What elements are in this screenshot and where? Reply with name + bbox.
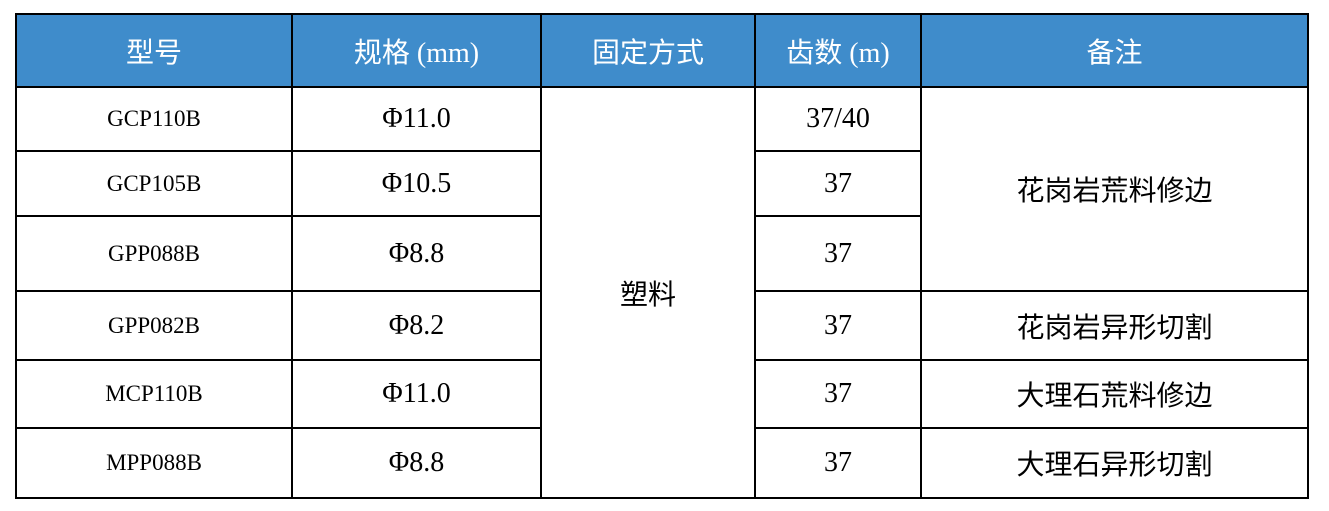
model-cell: GCP110B bbox=[15, 86, 293, 152]
teeth-cell: 37 bbox=[754, 290, 922, 361]
spec-cell: Φ11.0 bbox=[291, 359, 542, 429]
spec-cell: Φ8.2 bbox=[291, 290, 542, 361]
teeth-cell: 37 bbox=[754, 215, 922, 292]
product-table: 型号 规格 (mm) 固定方式 齿数 (m) 备注 GCP110B Φ11.0 … bbox=[15, 13, 1309, 499]
model-cell: MCP110B bbox=[15, 359, 293, 429]
table-row: MPP088B Φ8.8 37 大理石异形切割 bbox=[15, 427, 1309, 499]
teeth-cell: 37/40 bbox=[754, 86, 922, 152]
model-cell: GPP088B bbox=[15, 215, 293, 292]
table-row: MCP110B Φ11.0 37 大理石荒料修边 bbox=[15, 359, 1309, 429]
table-row: GCP110B Φ11.0 塑料 37/40 花岗岩荒料修边 bbox=[15, 86, 1309, 499]
header-notes: 备注 bbox=[920, 13, 1309, 88]
table-row: GCP105B Φ10.5 37 bbox=[15, 150, 1308, 217]
header-model: 型号 bbox=[15, 13, 293, 88]
spec-cell: Φ8.8 bbox=[291, 215, 542, 292]
model-cell: GCP105B bbox=[15, 150, 293, 217]
header-spec: 规格 (mm) bbox=[291, 13, 542, 88]
teeth-cell: 37 bbox=[754, 359, 922, 429]
notes-cell: 大理石异形切割 bbox=[920, 427, 1309, 499]
teeth-cell: 37 bbox=[754, 427, 922, 499]
notes-cell: 大理石荒料修边 bbox=[920, 359, 1309, 429]
header-teeth: 齿数 (m) bbox=[754, 13, 922, 88]
model-cell: MPP088B bbox=[15, 427, 293, 499]
spec-cell: Φ8.8 bbox=[291, 427, 542, 499]
header-fixing: 固定方式 bbox=[540, 13, 756, 88]
header-row: 型号 规格 (mm) 固定方式 齿数 (m) 备注 bbox=[15, 13, 1309, 88]
fixing-cell: 塑料 bbox=[540, 86, 756, 499]
teeth-cell: 37 bbox=[754, 150, 922, 217]
table-row: GPP082B Φ8.2 37 花岗岩异形切割 bbox=[15, 290, 1309, 361]
table-row: GPP088B Φ8.8 37 bbox=[15, 215, 1308, 292]
model-cell: GPP082B bbox=[15, 290, 293, 361]
spec-cell: Φ11.0 bbox=[291, 86, 542, 152]
notes-cell: 花岗岩荒料修边 bbox=[920, 86, 1309, 292]
spec-cell: Φ10.5 bbox=[291, 150, 542, 217]
notes-cell: 花岗岩异形切割 bbox=[920, 290, 1309, 361]
